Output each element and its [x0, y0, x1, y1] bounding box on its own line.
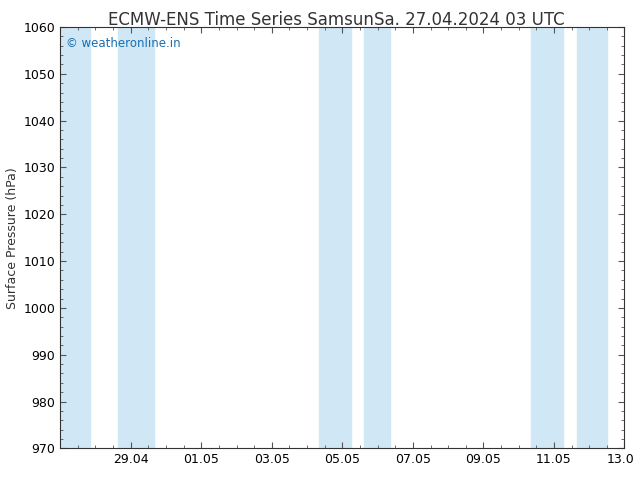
- Text: © weatheronline.in: © weatheronline.in: [66, 38, 181, 50]
- Text: ECMW-ENS Time Series Samsun: ECMW-ENS Time Series Samsun: [108, 11, 374, 29]
- Bar: [363, 27, 390, 448]
- Bar: [60, 27, 90, 448]
- Bar: [320, 27, 351, 448]
- Y-axis label: Surface Pressure (hPa): Surface Pressure (hPa): [6, 167, 19, 309]
- Bar: [531, 27, 563, 448]
- Bar: [119, 27, 153, 448]
- Bar: [577, 27, 607, 448]
- Text: Sa. 27.04.2024 03 UTC: Sa. 27.04.2024 03 UTC: [374, 11, 564, 29]
